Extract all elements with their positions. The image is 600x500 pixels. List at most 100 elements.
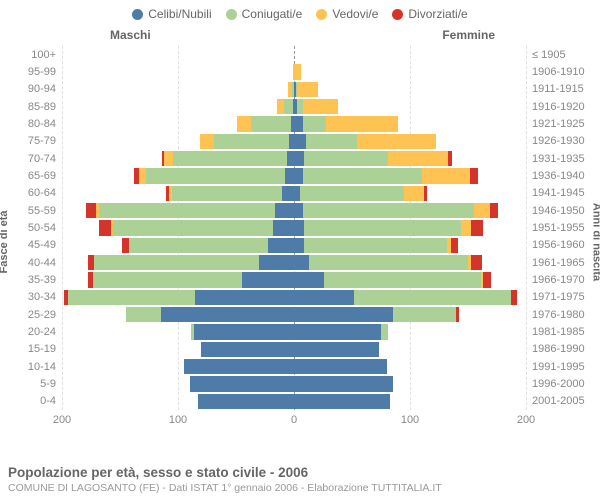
legend-item: Celibi/Nubili [132,7,211,21]
segment-w [277,99,284,114]
segment-s [294,168,303,183]
segment-w [474,203,490,218]
segment-c [304,220,461,235]
birth-label: 1906-1910 [532,66,585,78]
segment-d [88,255,95,270]
segment-s [294,359,387,374]
birth-label: 2001-2005 [532,395,585,407]
segment-c [309,255,468,270]
segment-c [306,134,357,149]
segment-d [471,220,483,235]
segment-w [404,186,424,201]
age-row: 50-541951-1955 [62,219,526,236]
segment-s [201,342,294,357]
age-row: 75-791926-1930 [62,133,526,150]
bar-male [62,203,294,218]
bar-male [62,134,294,149]
bar-female [294,342,526,357]
segment-c [126,307,161,322]
age-label: 20-24 [28,326,56,338]
segment-w [422,168,471,183]
segment-s [294,255,309,270]
bar-female [294,307,526,322]
legend-label: Coniugati/e [242,7,303,21]
age-row: 80-841921-1925 [62,115,526,132]
segment-w [326,116,398,131]
bar-male [62,168,294,183]
segment-c [214,134,289,149]
segment-c [303,203,474,218]
segment-d [424,186,427,201]
bar-male [62,272,294,287]
legend-label: Celibi/Nubili [148,7,211,21]
age-label: 15-19 [28,343,56,355]
segment-s [294,220,304,235]
birth-label: 1941-1945 [532,187,585,199]
age-row: 0-42001-2005 [62,393,526,410]
age-row: 20-241981-1985 [62,323,526,340]
chart-area: Fasce di età Anni di nascita 0-42001-200… [0,46,600,438]
bar-male [62,255,294,270]
age-row: 45-491956-1960 [62,237,526,254]
bar-female [294,186,526,201]
legend-swatch [132,9,143,20]
age-label: 95-99 [28,66,56,78]
age-label: 35-39 [28,274,56,286]
chart-container: Celibi/NubiliConiugati/eVedovi/eDivorzia… [0,0,600,500]
segment-c [303,168,421,183]
segment-c [129,238,268,253]
age-row: 100+≤ 1905 [62,46,526,63]
x-tick-label: 100 [401,414,419,426]
age-label: 75-79 [28,135,56,147]
bar-female [294,168,526,183]
x-tick-label: 100 [169,414,187,426]
age-label: 45-49 [28,239,56,251]
segment-s [294,290,354,305]
segment-s [198,394,294,409]
birth-label: 1986-1990 [532,343,585,355]
segment-w [294,64,301,79]
segment-d [122,238,129,253]
segment-s [294,151,304,166]
bar-male [62,324,294,339]
age-label: 50-54 [28,222,56,234]
age-row: 40-441961-1965 [62,254,526,271]
birth-label: 1996-2000 [532,378,585,390]
bar-male [62,307,294,322]
bar-male [62,151,294,166]
segment-c [393,307,457,322]
segment-c [173,151,287,166]
segment-s [294,324,381,339]
bar-male [62,290,294,305]
segment-w [297,82,318,97]
bar-male [62,186,294,201]
bar-female [294,134,526,149]
birth-label: 1971-1975 [532,291,585,303]
chart-footer: Popolazione per età, sesso e stato civil… [8,465,592,494]
segment-s [275,203,294,218]
segment-c [172,186,282,201]
segment-c [251,116,290,131]
bar-female [294,151,526,166]
segment-d [99,220,111,235]
segment-c [324,272,481,287]
birth-label: 1961-1965 [532,257,585,269]
segment-s [294,203,303,218]
segment-d [490,203,498,218]
segment-w [357,134,436,149]
legend: Celibi/NubiliConiugati/eVedovi/eDivorzia… [0,0,600,28]
bar-male [62,359,294,374]
age-row: 30-341971-1975 [62,289,526,306]
segment-c [381,324,388,339]
age-row: 85-891916-1920 [62,98,526,115]
bar-male [62,220,294,235]
birth-label: 1976-1980 [532,309,585,321]
segment-w [164,151,173,166]
y-left-axis-title: Fasce di età [0,211,10,274]
birth-label: 1946-1950 [532,205,585,217]
segment-s [294,134,306,149]
age-label: 30-34 [28,291,56,303]
header-male: Maschi [110,28,151,42]
segment-c [303,116,326,131]
x-axis: 2001000100200 [62,414,526,428]
